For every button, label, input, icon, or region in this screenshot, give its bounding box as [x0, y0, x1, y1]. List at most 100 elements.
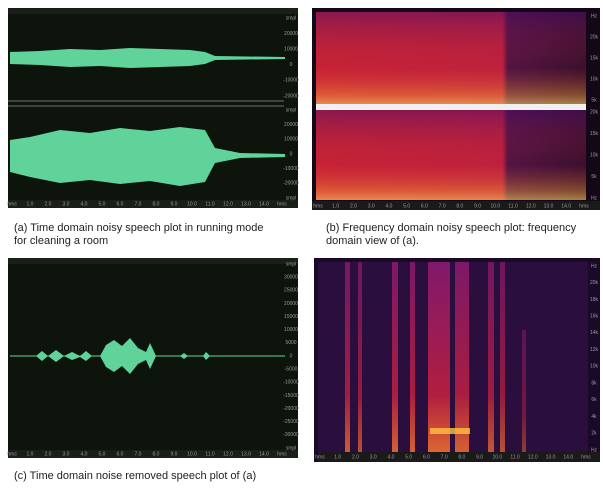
x-tick-label: 7.0 — [135, 201, 142, 207]
x-tick-label: 2.0 — [45, 451, 52, 457]
x-tick-label: 5.0 — [99, 451, 106, 457]
y-tick-label: 15k — [590, 55, 599, 61]
y-tick-label: -10000 — [283, 380, 299, 386]
waveform-panel-a — [8, 8, 298, 208]
x-tick-label: hms — [7, 201, 17, 207]
y-tick-label: Hz — [591, 13, 598, 19]
x-tick-label: 5.0 — [99, 201, 106, 207]
y-tick-label: 10k — [590, 152, 599, 158]
x-tick-label: 8.0 — [153, 201, 160, 207]
x-tick-label: 11.0 — [205, 201, 215, 207]
x-tick-label: 1.0 — [27, 201, 34, 207]
x-tick-label: 7.0 — [135, 451, 142, 457]
x-tick-label: 6.0 — [117, 201, 124, 207]
y-tick-label: -10000 — [283, 166, 299, 172]
y-tick-label: 10000 — [284, 137, 298, 143]
y-tick-label: 4k — [591, 414, 597, 420]
x-tick-label: 6.0 — [423, 454, 430, 460]
y-tick-label: -20000 — [283, 406, 299, 412]
x-tick-label: 14.0 — [259, 451, 269, 457]
y-tick-label: 16k — [590, 314, 599, 320]
x-tick-label: 13.0 — [241, 201, 251, 207]
x-tick-label: hms — [277, 451, 287, 457]
x-tick-label: 8.0 — [153, 451, 160, 457]
y-tick-label: 25000 — [284, 288, 298, 294]
x-tick-label: 1.0 — [27, 451, 34, 457]
x-tick-label: 13.0 — [546, 454, 556, 460]
x-tick-label: 11.0 — [510, 454, 520, 460]
x-tick-label: 11.0 — [508, 203, 518, 209]
x-tick-label: 4.0 — [81, 451, 88, 457]
x-tick-label: 8.0 — [456, 203, 463, 209]
waveform-panel-c — [8, 258, 298, 458]
y-tick-label: Hz — [591, 263, 598, 269]
x-tick-label: 9.0 — [476, 454, 483, 460]
x-tick-label: hms — [581, 454, 591, 460]
x-tick-label: 5.0 — [403, 203, 410, 209]
y-tick-label: -5000 — [285, 366, 298, 372]
y-tick-label: 20000 — [284, 122, 298, 128]
y-tick-label: 8k — [591, 380, 597, 386]
y-tick-label: 10k — [590, 364, 599, 370]
y-tick-label: 30000 — [284, 274, 298, 280]
y-tick-label: smpl — [286, 445, 297, 451]
y-tick-label: 12k — [590, 347, 599, 353]
y-tick-label: -30000 — [283, 432, 299, 438]
x-tick-label: 9.0 — [474, 203, 481, 209]
y-tick-label: -25000 — [283, 419, 299, 425]
x-tick-label: 7.0 — [441, 454, 448, 460]
x-tick-label: hms — [579, 203, 589, 209]
x-tick-label: 2.0 — [45, 201, 52, 207]
y-tick-label: 10k — [590, 76, 599, 82]
y-tick-label: 15k — [590, 131, 599, 137]
x-tick-label: 6.0 — [117, 451, 124, 457]
x-tick-label: 12.0 — [526, 203, 536, 209]
y-tick-label: smpl — [286, 107, 297, 113]
x-tick-label: 4.0 — [387, 454, 394, 460]
spectrogram-panel-b — [312, 8, 600, 210]
y-tick-label: -15000 — [283, 393, 299, 399]
y-tick-label: smpl — [286, 195, 297, 201]
caption: (b) Frequency domain noisy speech plot: … — [326, 222, 577, 234]
y-tick-label: 0 — [290, 62, 293, 68]
y-tick-label: 10000 — [284, 327, 298, 333]
caption: for cleaning a room — [14, 235, 108, 247]
y-tick-label: 5000 — [285, 340, 296, 346]
x-tick-label: 7.0 — [439, 203, 446, 209]
y-tick-label: 20k — [590, 280, 599, 286]
y-tick-label: 5k — [591, 97, 597, 103]
x-tick-label: 4.0 — [385, 203, 392, 209]
x-tick-label: 13.0 — [544, 203, 554, 209]
caption-a-line-1: (a) Time domain noisy speech plot in run… — [14, 222, 263, 234]
y-tick-label: 20000 — [284, 31, 298, 37]
x-tick-label: 3.0 — [368, 203, 375, 209]
x-tick-label: 9.0 — [171, 201, 178, 207]
x-tick-label: 14.0 — [259, 201, 269, 207]
y-tick-label: 20000 — [284, 301, 298, 307]
x-tick-label: 10.0 — [187, 451, 197, 457]
x-tick-label: 2.0 — [350, 203, 357, 209]
x-tick-label: hms — [315, 454, 325, 460]
y-tick-label: 20k — [590, 34, 599, 40]
y-tick-label: 0 — [290, 151, 293, 157]
x-tick-label: 12.0 — [528, 454, 538, 460]
x-tick-label: 10.0 — [492, 454, 502, 460]
y-tick-label: 0 — [290, 353, 293, 359]
figure: (a) Time domain noisy speech plot in run… — [0, 0, 603, 483]
y-tick-label: smpl — [286, 15, 297, 21]
y-tick-label: -10000 — [283, 78, 299, 84]
x-tick-label: 9.0 — [171, 451, 178, 457]
x-tick-label: 4.0 — [81, 201, 88, 207]
y-tick-label: 2k — [591, 431, 597, 437]
x-tick-label: 14.0 — [561, 203, 571, 209]
y-tick-label: 15000 — [284, 314, 298, 320]
y-tick-label: 20k — [590, 109, 599, 115]
x-tick-label: 6.0 — [421, 203, 428, 209]
y-tick-label: -20000 — [283, 181, 299, 187]
x-tick-label: 13.0 — [241, 451, 251, 457]
x-tick-label: 12.0 — [223, 201, 233, 207]
x-tick-label: 3.0 — [63, 451, 70, 457]
x-tick-label: 2.0 — [352, 454, 359, 460]
y-tick-label: 6k — [591, 397, 597, 403]
y-tick-label: -20000 — [283, 93, 299, 99]
